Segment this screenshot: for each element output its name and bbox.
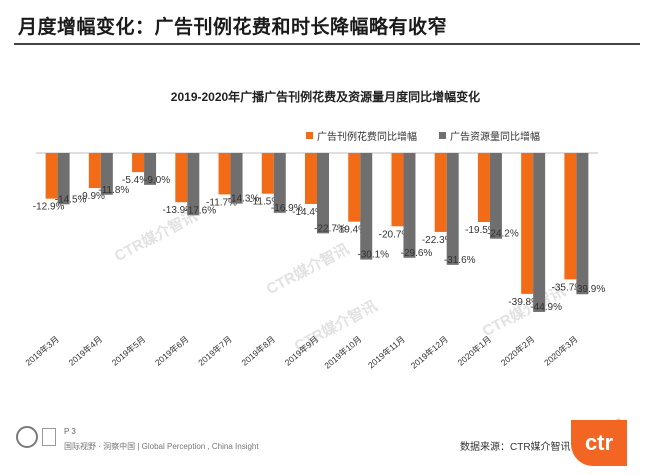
data-label: -13.9%	[162, 205, 194, 216]
x-tick-label: 2020年3月	[542, 334, 580, 368]
bar	[434, 153, 447, 232]
bar	[45, 153, 58, 199]
bar	[57, 153, 70, 205]
bar	[489, 153, 502, 239]
x-tick-label: 2020年1月	[456, 334, 494, 368]
x-tick-label: 2019年6月	[153, 334, 191, 368]
footer-tagline: 国际视野 · 洞察中国 | Global Perception , China …	[64, 442, 259, 451]
bar	[360, 153, 373, 260]
data-label: -11.7%	[206, 197, 237, 208]
x-tick-label: 2020年2月	[499, 334, 537, 368]
data-label: -14.5%	[55, 194, 87, 205]
data-label: -9.0%	[144, 175, 170, 186]
data-label: -11.5%	[249, 197, 280, 208]
ctr-logo: ctr	[571, 420, 627, 466]
bar	[305, 153, 317, 204]
data-source: 数据来源：CTR媒介智讯	[460, 442, 571, 453]
data-label: -22.3%	[422, 235, 454, 246]
legend-item-spend: 广告刊例花费同比增幅	[306, 128, 417, 143]
page-number: P 3	[64, 427, 76, 436]
data-label: -14.3%	[228, 194, 260, 205]
bar	[521, 153, 534, 294]
data-label: -19.5%	[465, 225, 497, 236]
data-label: -9.9%	[79, 191, 105, 202]
bar	[273, 153, 286, 213]
data-label: -22.7%	[314, 223, 346, 234]
bar	[576, 153, 589, 295]
bar	[533, 153, 546, 312]
bar	[88, 153, 101, 189]
data-label: -19.4%	[335, 225, 367, 236]
bar	[218, 153, 231, 195]
bar	[348, 153, 361, 222]
certification-badge-icon	[42, 428, 56, 446]
certification-seal-icon	[16, 426, 38, 448]
bar	[144, 153, 157, 185]
x-tick-label: 2019年10月	[322, 334, 363, 371]
chart-legend: 广告刊例花费同比增幅 广告资源量同比增幅	[306, 128, 540, 143]
title-divider	[14, 43, 640, 45]
bar	[317, 153, 329, 234]
data-label: -30.1%	[357, 250, 389, 261]
data-label: -11.8%	[98, 185, 129, 196]
x-tick-label: 2019年11月	[366, 334, 407, 370]
registered-mark: ®	[616, 419, 622, 426]
bar	[391, 153, 404, 227]
x-tick-label: 2019年8月	[239, 334, 277, 368]
data-label: -29.6%	[401, 248, 433, 259]
bar	[477, 153, 490, 223]
data-label: -24.2%	[487, 229, 519, 240]
slide-title: 月度增幅变化：广告刊例花费和时长降幅略有收窄	[18, 17, 448, 38]
data-label: -20.7%	[379, 229, 411, 240]
bar	[187, 153, 200, 216]
bar	[175, 153, 188, 203]
data-label: -12.9%	[33, 202, 65, 213]
legend-swatch-spend	[306, 132, 313, 139]
x-tick-label: 2019年9月	[283, 334, 321, 368]
legend-label-spend: 广告刊例花费同比增幅	[317, 132, 417, 143]
legend-swatch-volume	[439, 132, 446, 139]
bar	[564, 153, 577, 280]
bar	[446, 153, 459, 265]
data-label: -31.6%	[444, 255, 476, 266]
x-tick-label: 2019年7月	[196, 334, 234, 368]
bar	[403, 153, 416, 258]
x-tick-label: 2019年4月	[67, 334, 105, 368]
legend-item-volume: 广告资源量同比增幅	[439, 128, 540, 143]
x-tick-label: 2019年5月	[110, 334, 148, 368]
bar	[100, 153, 113, 195]
data-label: -39.8%	[508, 297, 540, 308]
data-label: -16.9%	[271, 203, 303, 214]
data-label: -39.9%	[574, 284, 606, 295]
chart-title: 2019-2020年广播广告刊例花费及资源量月度同比增幅变化	[170, 90, 481, 104]
bar	[261, 153, 274, 194]
data-label: -17.6%	[184, 205, 216, 216]
data-label: -44.9%	[530, 302, 562, 313]
data-label: -35.7%	[552, 282, 584, 293]
data-label: -14.4%	[292, 207, 324, 218]
data-label: -5.4%	[122, 175, 148, 186]
bar	[230, 153, 243, 204]
x-tick-label: 2019年12月	[409, 334, 450, 371]
x-tick-label: 2019年3月	[23, 334, 61, 368]
legend-label-volume: 广告资源量同比增幅	[450, 132, 540, 143]
bar	[132, 153, 145, 173]
